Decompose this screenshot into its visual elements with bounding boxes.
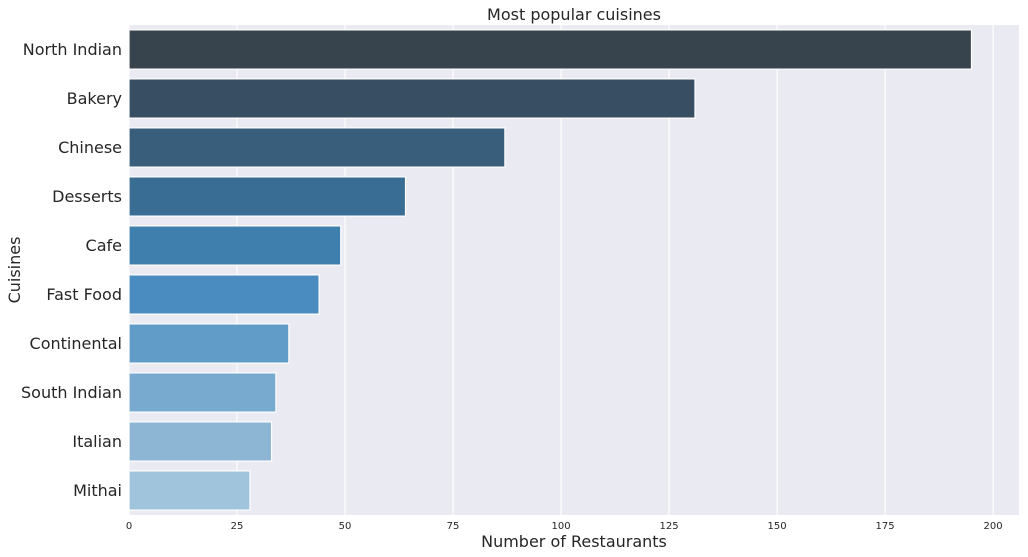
y-tick-label: Continental <box>30 334 122 353</box>
x-tick-label: 75 <box>447 521 460 532</box>
x-tick-label: 100 <box>551 521 570 532</box>
y-tick-label: Bakery <box>67 89 122 108</box>
bar-south-indian <box>128 372 277 413</box>
chart-title: Most popular cuisines <box>487 5 661 24</box>
x-tick-label: 50 <box>339 521 352 532</box>
y-tick-labels: North Indian Bakery Chinese Desserts Cafe Fas… <box>21 40 122 500</box>
y-tick-label: Cafe <box>86 236 122 255</box>
x-tick-label: 175 <box>876 521 895 532</box>
x-tick-label: 200 <box>984 521 1003 532</box>
x-tick-label: 125 <box>660 521 679 532</box>
y-tick-label: South Indian <box>21 383 122 402</box>
y-axis-title: Cuisines <box>5 237 24 304</box>
y-tick-label: Mithai <box>73 481 122 500</box>
x-tick-label: 25 <box>231 521 244 532</box>
x-tick-labels: 0 25 50 75 100 125 150 175 200 <box>126 521 1003 532</box>
bar-chinese <box>128 127 506 168</box>
bar-fast-food <box>128 274 320 315</box>
y-tick-label: Italian <box>72 432 122 451</box>
bar-north-indian <box>128 29 973 70</box>
bar-bakery <box>128 78 696 119</box>
bar-italian <box>128 421 273 462</box>
bars <box>128 29 973 511</box>
x-tick-label: 0 <box>126 521 132 532</box>
x-axis-title: Number of Restaurants <box>481 532 667 551</box>
y-tick-label: Fast Food <box>46 285 122 304</box>
y-tick-label: Desserts <box>52 187 122 206</box>
y-tick-label: Chinese <box>58 138 122 157</box>
bar-desserts <box>128 176 407 217</box>
bar-cafe <box>128 225 342 266</box>
x-tick-label: 150 <box>768 521 787 532</box>
bar-continental <box>128 323 290 364</box>
bar-mithai <box>128 470 251 511</box>
y-tick-label: North Indian <box>23 40 122 59</box>
